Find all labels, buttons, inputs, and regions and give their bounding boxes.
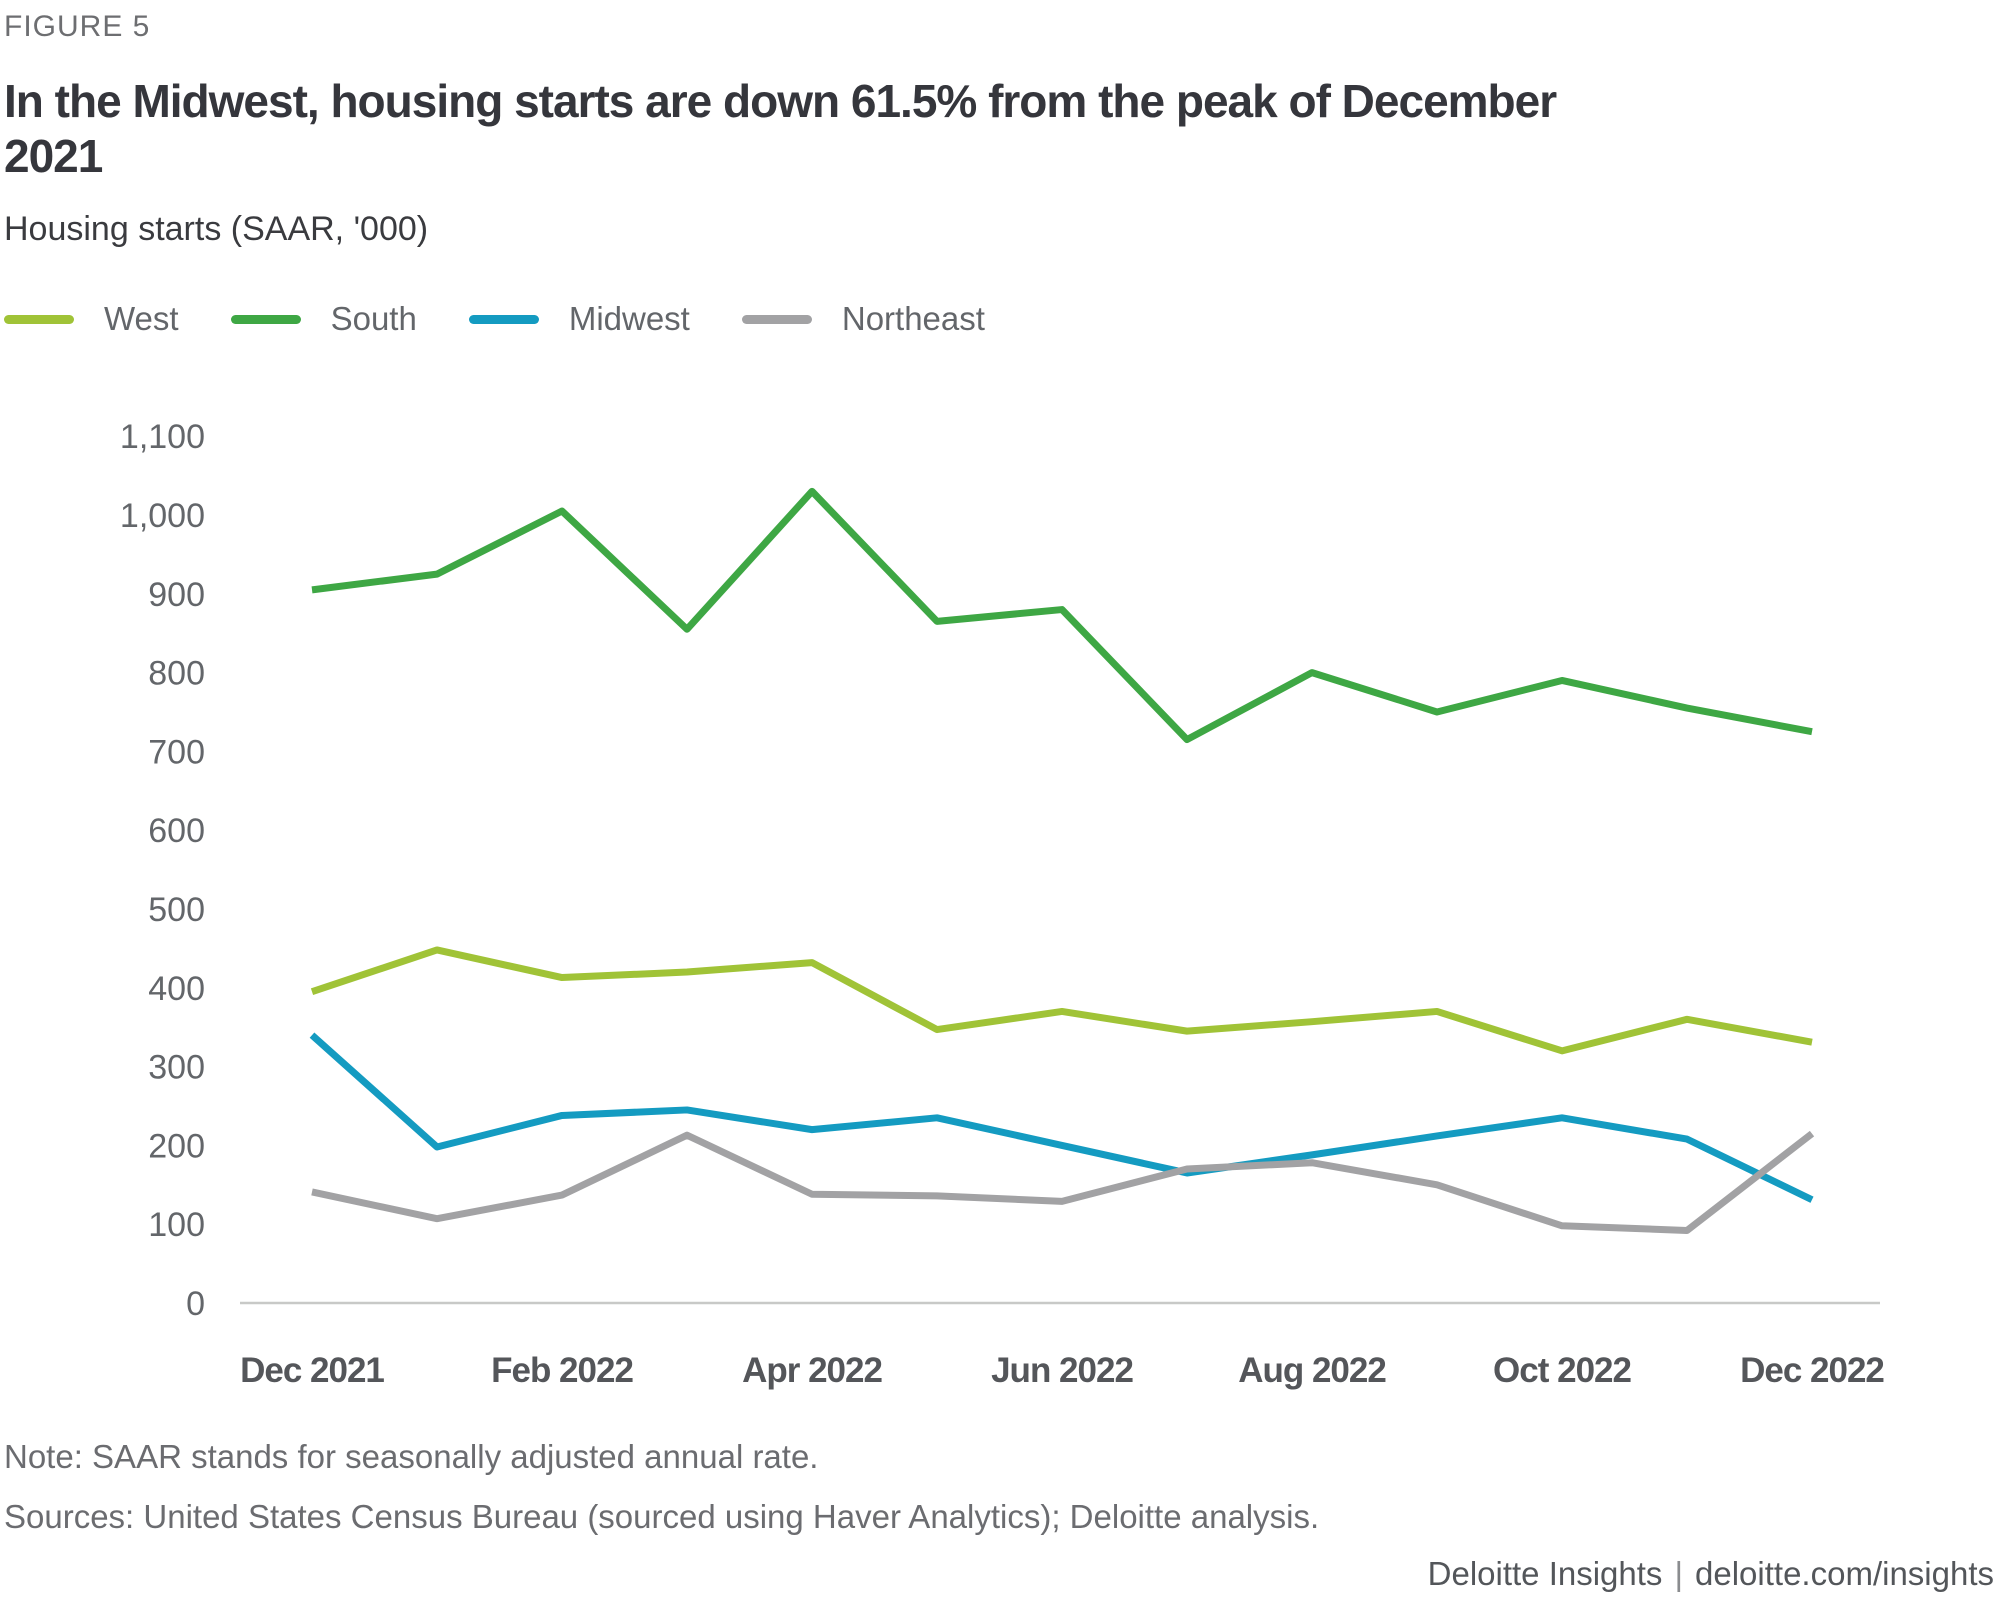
x-tick-label: Aug 2022 xyxy=(1238,1351,1386,1390)
y-tick-label: 1,000 xyxy=(120,497,205,535)
legend-label: Midwest xyxy=(568,300,690,337)
chart-legend: West South Midwest Northeast xyxy=(4,300,1037,338)
x-tick-label: Feb 2022 xyxy=(491,1351,633,1390)
legend-swatch-northeast xyxy=(741,314,812,324)
y-tick-label: 1,100 xyxy=(120,418,205,456)
y-tick-label: 100 xyxy=(148,1206,205,1244)
y-tick-label: 300 xyxy=(148,1049,205,1087)
legend-label: Northeast xyxy=(841,300,985,337)
x-tick-label: Jun 2022 xyxy=(991,1351,1133,1390)
y-tick-label: 800 xyxy=(148,655,205,693)
x-tick-label: Oct 2022 xyxy=(1493,1351,1631,1390)
legend-item-northeast: Northeast xyxy=(741,300,985,338)
chart-subtitle: Housing starts (SAAR, '000) xyxy=(4,210,429,249)
y-tick-label: 500 xyxy=(148,891,205,929)
figure-label: FIGURE 5 xyxy=(4,10,151,43)
legend-item-west: West xyxy=(4,300,179,338)
y-tick-label: 400 xyxy=(148,970,205,1008)
series-line-midwest xyxy=(309,1032,1814,1203)
sources-text: Sources: United States Census Bureau (so… xyxy=(4,1498,1320,1535)
series-line-northeast xyxy=(311,1130,1815,1235)
legend-swatch-south xyxy=(230,314,301,324)
legend-label: West xyxy=(104,300,179,337)
legend-swatch-west xyxy=(4,314,74,324)
brand-name: Deloitte Insights xyxy=(1427,1555,1663,1592)
series-line-west xyxy=(310,946,1813,1055)
y-tick-label: 700 xyxy=(148,733,205,771)
note-text: Note: SAAR stands for seasonally adjuste… xyxy=(4,1438,819,1475)
y-tick-label: 600 xyxy=(148,812,205,850)
y-tick-label: 0 xyxy=(186,1285,205,1323)
chart-notes: Note: SAAR stands for seasonally adjuste… xyxy=(4,1438,1319,1558)
x-tick-label: Dec 2022 xyxy=(1740,1351,1884,1390)
y-tick-label: 900 xyxy=(148,576,205,614)
page-title: In the Midwest, housing starts are down … xyxy=(4,75,1557,183)
brand-separator: | xyxy=(1674,1555,1684,1592)
chart-header: FIGURE 5 In the Midwest, housing starts … xyxy=(4,0,1564,249)
legend-swatch-midwest xyxy=(468,314,539,324)
series-line-south xyxy=(311,487,1813,744)
brand-footer: Deloitte Insights | deloitte.com/insights xyxy=(1428,1555,1994,1593)
legend-item-south: South xyxy=(230,300,417,338)
x-tick-label: Dec 2021 xyxy=(240,1351,384,1390)
x-tick-label: Apr 2022 xyxy=(742,1351,882,1390)
insights-link[interactable]: deloitte.com/insights xyxy=(1695,1555,1994,1592)
legend-item-midwest: Midwest xyxy=(468,300,690,338)
y-tick-label: 200 xyxy=(148,1127,205,1165)
legend-label: South xyxy=(330,300,417,337)
